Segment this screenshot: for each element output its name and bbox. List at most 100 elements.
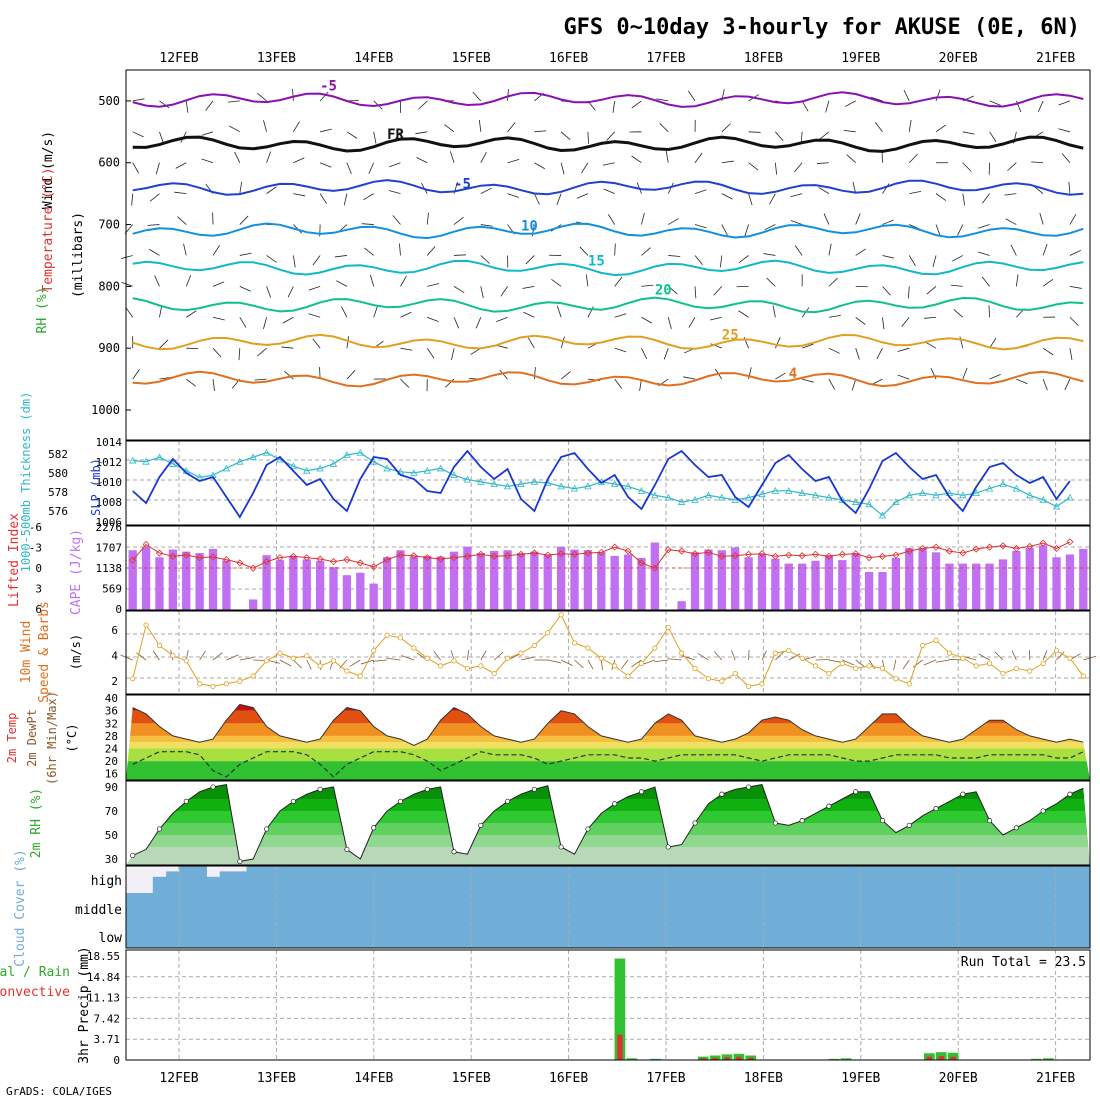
thickness-marker [303,466,311,474]
wind-speed-marker [156,642,163,649]
date-label-bottom: 19FEB [841,1071,880,1086]
wind-barb [802,378,814,383]
isotherm-label: 25 [722,328,739,344]
li-marker [370,563,378,571]
wind-barb [507,88,509,101]
cloud-cover-cell [608,893,622,921]
thickness-axis-label: 1000-500mb Thickness (dm) [19,392,33,573]
cloud-cover-cell [862,921,877,948]
cloud-cover-cell [715,866,730,893]
li-marker [678,547,686,555]
surface-wind-barb [978,653,990,661]
precip-tick: 14.84 [87,971,120,984]
cloud-cover-cell [1076,893,1091,921]
rh-marker [371,825,377,831]
wind-barb [775,131,784,142]
wind-barb [426,246,436,256]
temp-band [126,735,1090,743]
precip-tick: 3.71 [94,1033,121,1046]
rh-marker [264,826,270,832]
thickness-marker [1026,491,1034,499]
surface-wind-barb [788,653,801,661]
date-label-bottom: 13FEB [257,1071,296,1086]
wind-speed-marker [210,683,216,689]
wind-barb [132,162,140,174]
date-label-bottom: 17FEB [646,1071,685,1086]
wind-barb [336,280,348,287]
cloud-cover-cell [956,921,971,948]
wind-barb [1042,347,1054,356]
cape-bar [824,555,834,610]
wind-barb [132,98,145,102]
cape-tick: 2276 [96,521,123,534]
wind-barb [266,255,277,263]
cape-bar [356,572,365,610]
run-total-label: Run Total = 23.5 [961,955,1086,970]
isotherm-line [132,222,1084,240]
li-marker [945,547,953,555]
wind-barb [293,193,306,197]
precip-convective-bar [724,1057,730,1060]
rh-marker [799,818,805,824]
wind-barb [551,278,562,287]
li-marker [852,550,860,558]
li-marker [423,554,431,562]
cloud-cover-cell [433,921,448,948]
cloud-cover-cell [313,921,328,948]
cloud-cover-cell [822,893,837,921]
cloud-cover-cell [300,866,315,893]
cloud-cover-cell [126,893,140,921]
wind-speed-marker [491,670,497,677]
wind-barb [843,129,856,133]
li-marker [838,550,846,558]
isotherm-line [132,370,1084,388]
thickness-marker [289,462,298,470]
wind-barb [688,317,696,328]
thickness-marker [959,491,967,499]
wind-barb [343,193,348,206]
cloud-cover-cell [982,866,997,893]
wind-barb [254,378,267,381]
wind-speed-marker [585,645,591,651]
wind-barb [876,347,883,359]
cloud-cover-cell [447,921,462,948]
cloud-cover-cell [527,893,542,921]
wind-speed-marker [973,663,979,669]
pressure-tick: 700 [98,218,120,232]
li-tick: -6 [29,521,42,534]
cloud-cover-cell [433,866,448,893]
cloud-cover-cell [447,866,462,893]
rh-axis-label: RH (%) [35,287,50,334]
rh2m-axis-label: 2m RH (%) [29,788,44,858]
wind-barb [694,152,703,163]
cloud-cover-cell [942,921,957,948]
cloud-cover-cell [661,866,676,893]
li-marker [263,558,271,566]
rh-marker [156,826,163,832]
wind-speed-marker [571,640,578,646]
wind-barb [400,311,412,318]
cloud-cover-cell [179,921,194,948]
rh-band [126,847,1090,865]
dewpt-label: 2m DewPt [25,709,39,767]
precip-legend-convective: Convective [0,985,70,1000]
cape-bar [182,551,191,610]
wind-barb [935,193,947,201]
upper-air-panel [125,69,1091,441]
rh-tick: 90 [105,781,118,794]
thickness-marker [129,456,137,464]
wind-barb [132,131,144,138]
thickness-marker [744,493,753,501]
li-marker [544,551,552,559]
rh-tick: 70 [105,805,118,818]
rh-marker [451,849,457,855]
cloud-cover-cell [233,921,248,948]
temp-unit-label: (°C) [65,724,79,753]
wind-barb [641,284,654,287]
cloud-cover-cell [541,921,556,948]
cloud-cover-cell [902,921,917,948]
cloud-cover-cell [273,866,288,893]
thickness-marker [811,491,820,499]
surface-wind-barb [1011,650,1017,661]
wind-barb [579,246,589,256]
